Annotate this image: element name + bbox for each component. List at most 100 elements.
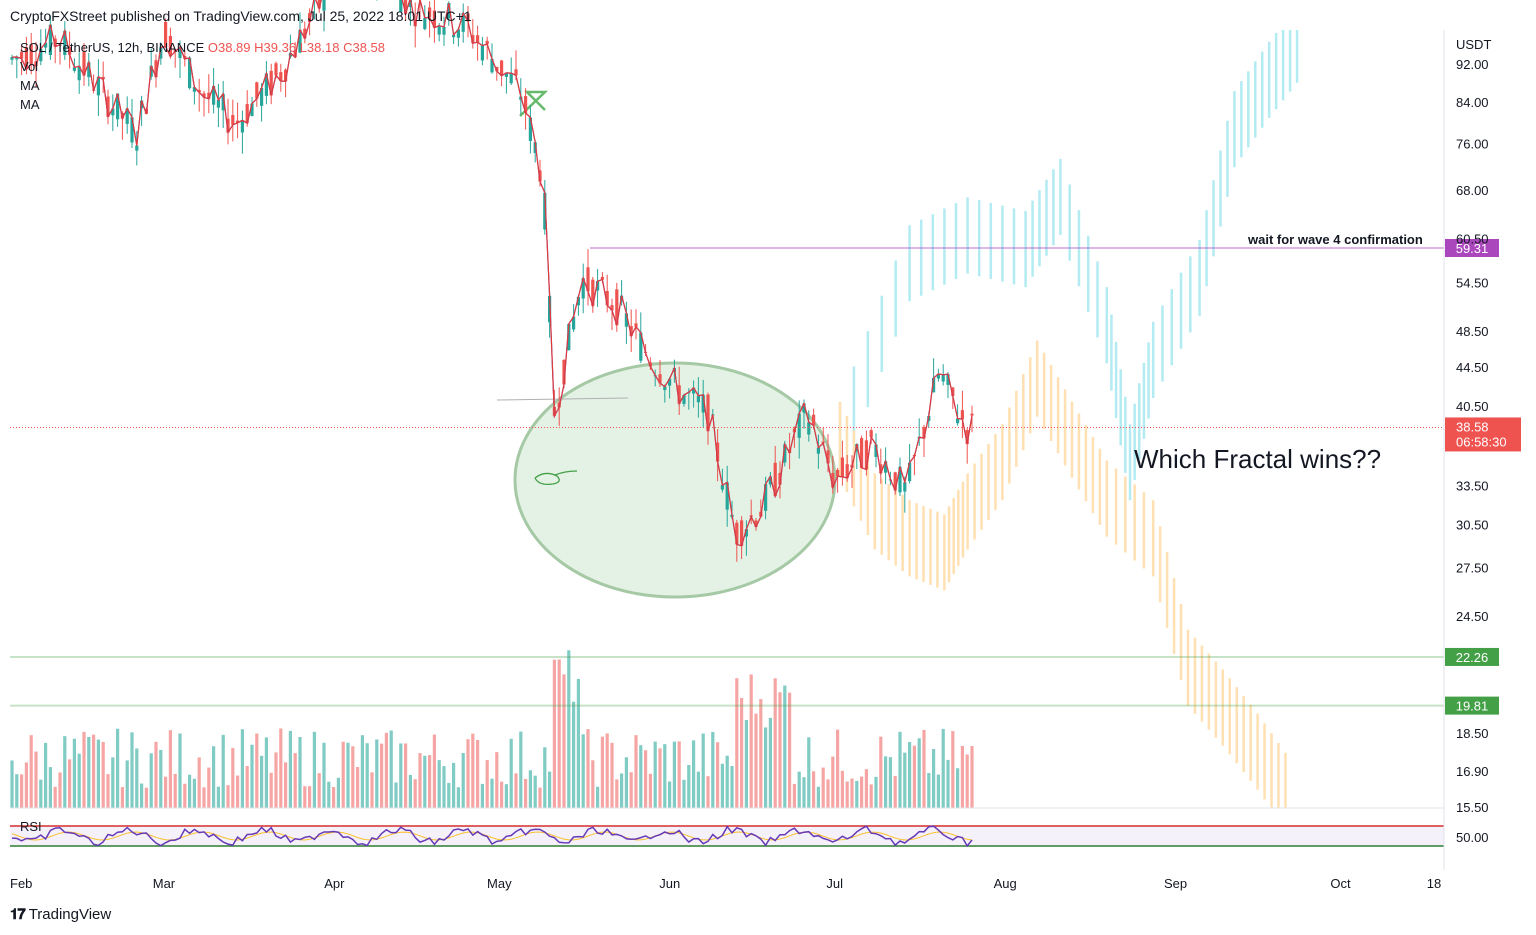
candle-body [173, 49, 177, 52]
candle-body [898, 466, 902, 493]
candle [816, 434, 820, 469]
candle-body [188, 57, 192, 89]
indicator-vol[interactable]: Vol [20, 59, 39, 74]
volume-bar [360, 735, 364, 808]
candle-body [485, 40, 489, 45]
candle-body [471, 35, 475, 44]
candle [408, 0, 412, 26]
y-tick-label: 27.50 [1456, 561, 1489, 576]
volume-bar [620, 773, 624, 808]
volume-bar [821, 767, 825, 808]
footer-brand[interactable]: 𝟏𝟕 TradingView [10, 906, 111, 923]
volume-bar [850, 778, 854, 808]
rsi-label: RSI [20, 819, 42, 834]
y-tick-label: 44.50 [1456, 360, 1489, 375]
candle [245, 90, 249, 127]
candle [495, 66, 499, 81]
candle-body [202, 93, 206, 98]
volume-bar [418, 753, 422, 808]
candle-body [82, 52, 86, 76]
x-tick-label: May [487, 876, 512, 891]
candle [668, 377, 672, 399]
volume-bar [500, 781, 504, 808]
volume-bar [92, 734, 96, 808]
y-tick-label: 16.90 [1456, 764, 1489, 779]
indicator-ma-2[interactable]: MA [20, 97, 40, 112]
volume-bar [528, 770, 532, 808]
volume-bar [413, 779, 417, 808]
candle [313, 0, 315, 20]
candle [159, 42, 163, 65]
indicator-ma-1[interactable]: MA [20, 78, 40, 93]
candle-body [778, 473, 782, 485]
candle [706, 392, 710, 445]
ohlc-high: H39.36 [254, 40, 297, 55]
candle-body [951, 387, 955, 397]
candle-body [500, 60, 504, 76]
volume-bar [471, 733, 475, 808]
x-tick-label: Sep [1164, 876, 1187, 891]
candle [20, 45, 24, 76]
candle-body [293, 50, 297, 58]
candle-body [197, 89, 201, 93]
candle-body [768, 476, 772, 485]
candle [322, 0, 326, 32]
candle [936, 368, 940, 382]
volume-bar [682, 779, 686, 808]
candle-body [461, 12, 465, 32]
volume-bar [442, 766, 446, 808]
volume-bar [380, 743, 384, 808]
candle [879, 448, 883, 484]
candle [480, 36, 484, 66]
candle-body [932, 377, 936, 393]
volume-bar [960, 745, 964, 808]
candle-body [807, 422, 811, 435]
candle-body [629, 326, 633, 337]
candle [874, 433, 878, 468]
volume-bar [591, 760, 595, 808]
candle-body [826, 450, 830, 464]
symbol-name[interactable]: SOL / TetherUS, 12h, BINANCE [20, 40, 205, 55]
candle [596, 269, 600, 307]
volume-bar [744, 719, 748, 808]
volume-bar [135, 748, 139, 808]
candle-body [648, 362, 652, 367]
volume-bar [140, 783, 144, 808]
candle [524, 88, 528, 130]
volume-bar [188, 774, 192, 808]
level-badge [1445, 238, 1499, 257]
candle-body [178, 47, 182, 59]
candle-body [308, 13, 312, 23]
candle [716, 428, 720, 482]
candle-body [442, 26, 446, 35]
candle-body [740, 520, 744, 546]
candle-body [831, 472, 835, 488]
volume-bar [48, 767, 52, 808]
volume-bar [423, 755, 427, 808]
candle-body [298, 29, 302, 53]
candle [442, 16, 446, 46]
candle-body [216, 100, 220, 108]
candle [754, 517, 758, 531]
volume-bar [327, 781, 331, 808]
volume-bar [202, 787, 206, 808]
candle-body [816, 447, 820, 454]
volume-bar [802, 777, 806, 808]
candle [773, 445, 777, 498]
candle [226, 98, 230, 145]
volume-bar [533, 775, 537, 808]
volume-bar [644, 750, 648, 808]
candle [768, 472, 772, 488]
ohlc-low: L38.18 [299, 40, 340, 55]
volume-bar [317, 773, 321, 808]
candle-body [864, 440, 868, 470]
candle-body [735, 522, 739, 545]
volume-bar [308, 786, 312, 808]
candle-body [663, 386, 667, 391]
y-tick-label: 40.50 [1456, 399, 1489, 414]
candle-body [840, 457, 844, 477]
y-tick-label: 30.50 [1456, 518, 1489, 533]
volume-bar [288, 730, 292, 808]
candle-body [543, 192, 547, 230]
